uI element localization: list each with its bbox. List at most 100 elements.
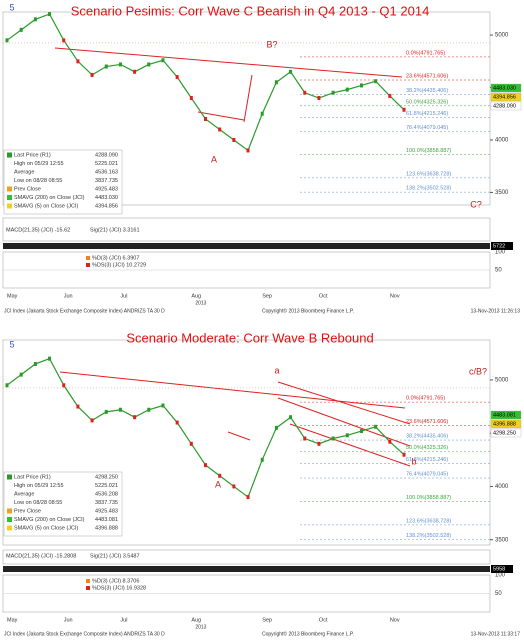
y-tick-label: 3500 xyxy=(495,190,509,196)
legend-box xyxy=(3,149,123,215)
volume-tag xyxy=(491,242,513,250)
fib-label: 123.6%(3638.728) xyxy=(406,171,451,177)
candle xyxy=(204,463,207,468)
annotation: a xyxy=(274,365,279,375)
candle xyxy=(303,436,307,441)
annotation: A xyxy=(215,479,221,489)
footer-left: JCI Index (Jakarta Stock Exchange Compos… xyxy=(4,631,165,637)
candle xyxy=(232,484,236,489)
fib-label: 138.2%(3502.528) xyxy=(406,186,451,192)
candle xyxy=(161,58,165,63)
candle xyxy=(232,137,236,142)
candle xyxy=(62,383,66,388)
legend-label: Average xyxy=(14,491,34,497)
candle xyxy=(19,372,23,377)
legend-swatch xyxy=(7,186,12,192)
fib-label: 38.2%(4435.406) xyxy=(406,434,448,440)
candle xyxy=(161,403,165,408)
stoch-tick-label: 50 xyxy=(495,591,502,597)
x-tick-label: Jun xyxy=(64,617,73,623)
x-tick-label: Nov xyxy=(390,617,400,623)
legend-value: 4483.030 xyxy=(95,195,118,201)
legend-value: 4483.081 xyxy=(95,517,118,523)
candle xyxy=(19,27,23,32)
y-tick-label: 4000 xyxy=(495,138,509,144)
y-tick-label: 5000 xyxy=(495,378,509,384)
legend-value: 4394.856 xyxy=(95,203,118,209)
price-tag-label: 4394.856 xyxy=(493,94,516,100)
x-tick-label: Aug xyxy=(191,293,201,299)
stoch-tick-label: 50 xyxy=(495,268,502,274)
x-tick-label: Sep xyxy=(262,293,272,299)
legend-value: 5225.021 xyxy=(95,161,118,167)
volume-panel xyxy=(3,243,490,249)
legend-label: SMAVG (200) on Close (JCI) xyxy=(14,517,85,523)
candle xyxy=(274,80,278,85)
legend-swatch xyxy=(7,203,12,209)
candle xyxy=(133,415,137,420)
stoch-swatch xyxy=(86,256,90,260)
fib-label: 138.2%(3502.528) xyxy=(406,533,451,539)
legend-label: Last Price (R1) xyxy=(14,152,51,158)
candle xyxy=(76,59,80,64)
candle xyxy=(388,439,392,444)
fib-label: 0.0%(4791.765) xyxy=(406,396,445,402)
legend-value: 4536.163 xyxy=(95,169,118,175)
fib-label: 23.6%(4571.606) xyxy=(406,73,448,79)
candle xyxy=(90,418,94,423)
fib-label: 23.6%(4571.606) xyxy=(406,419,448,425)
footer-time: 13-Nov-2013 11:26:13 xyxy=(471,308,521,314)
legend-label: Prev Close xyxy=(14,186,41,192)
candle xyxy=(175,420,179,425)
candle xyxy=(331,90,335,95)
fib-label: 123.6%(3638.728) xyxy=(406,518,451,524)
legend-label: High on 05/29 12:55 xyxy=(14,483,64,489)
legend-label: SMAVG (200) on Close (JCI) xyxy=(14,195,85,201)
price-tag-label: 4288.090 xyxy=(493,103,516,109)
macd-label: MACD(21,35) (JCI) -15.2808 xyxy=(6,553,76,559)
fib-label: 61.8%(4215.246) xyxy=(406,457,448,463)
x-tick-label: Oct xyxy=(319,617,328,623)
legend-label: Average xyxy=(14,169,34,175)
x-tick-label: Jul xyxy=(120,293,127,299)
candle xyxy=(62,38,66,43)
price-tag xyxy=(490,428,522,438)
x-axis-year: 2013 xyxy=(195,624,206,630)
legend-value: 4396.888 xyxy=(95,525,118,531)
legend-swatch xyxy=(7,474,12,480)
legend-label: SMAVG (5) on Close (JCI) xyxy=(14,203,79,209)
footer-copyright: Copyright© 2013 Bloomberg Finance L.P. xyxy=(262,630,354,637)
legend-value: 4925.483 xyxy=(95,186,118,192)
candle xyxy=(402,452,406,457)
legend-label: Low on 08/28 08:55 xyxy=(14,500,62,506)
candle xyxy=(359,83,363,88)
candle xyxy=(289,69,293,74)
annotation: b xyxy=(411,456,416,466)
price-tag-label: 4483.030 xyxy=(493,85,516,91)
candle xyxy=(402,107,406,112)
footer-copyright: Copyright© 2013 Bloomberg Finance L.P. xyxy=(262,307,354,314)
x-tick-label: May xyxy=(7,617,18,623)
candle xyxy=(133,69,137,74)
annotation: 5 xyxy=(9,339,14,349)
annotation: A xyxy=(211,154,217,164)
chart-title: Scenario Pesimis: Corr Wave C Bearish in… xyxy=(71,3,430,18)
candle xyxy=(260,457,264,462)
fib-label: 76.4%(4079.045) xyxy=(406,471,448,477)
volume-tag xyxy=(491,565,513,573)
candle xyxy=(76,404,80,409)
y-tick-label: 5000 xyxy=(495,33,509,39)
legend-swatch xyxy=(7,195,12,200)
candle xyxy=(218,127,222,132)
candle xyxy=(274,425,278,430)
candle xyxy=(33,17,37,22)
footer-time: 13-Nov-2013 11:33:17 xyxy=(471,631,521,637)
candle xyxy=(104,64,108,69)
stoch-label: %DS(3) (JCI) 16.9328 xyxy=(92,585,146,591)
fib-label: 38.2%(4435.406) xyxy=(406,88,448,94)
candle xyxy=(175,75,179,80)
stoch-label: %D(3) (JCI) 8.3706 xyxy=(92,578,139,584)
candle xyxy=(388,93,392,98)
legend-value: 4925.483 xyxy=(95,508,118,514)
